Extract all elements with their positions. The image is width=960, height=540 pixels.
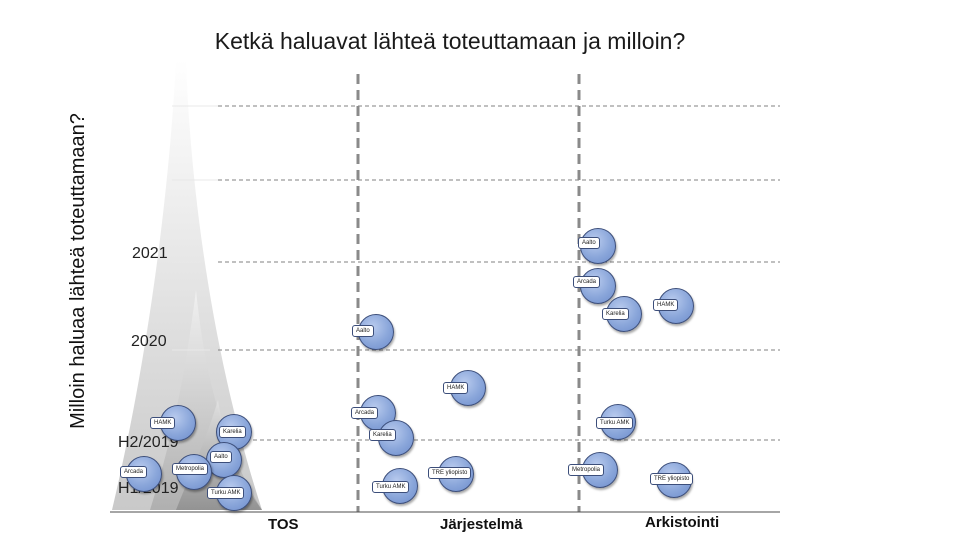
label-hamk-1: HAMK [653, 299, 679, 311]
column-label-jarjestelma: Järjestelmä [440, 516, 523, 533]
column-label-arkistointi: Arkistointi [645, 514, 720, 531]
label-metropolia-2: Metropolia [568, 464, 605, 476]
column-label-tos: TOS [268, 516, 299, 533]
label-tre-2: TRE yliopisto [650, 473, 694, 485]
label-karelia-1: Karelia [602, 308, 629, 320]
label-aalto-1: Aalto [578, 237, 600, 249]
node-karelia-2 [378, 420, 414, 456]
label-turkuamk-2: Turku AMK [207, 487, 245, 499]
label-turkuamk-1: Turku AMK [596, 417, 634, 429]
label-arcada-2: Arcada [351, 407, 379, 419]
time-label-h2-2019: H2/2019 [118, 434, 179, 451]
label-arcada-1: Arcada [573, 276, 601, 288]
label-arcada-3: Arcada [120, 466, 148, 478]
label-tre-1: TRE yliopisto [428, 467, 472, 479]
timeline-funnel-mid [150, 290, 262, 510]
row-guides [218, 105, 780, 441]
time-label-2020: 2020 [131, 333, 167, 350]
node-aalto-2 [358, 314, 394, 350]
column-separators [356, 74, 581, 512]
label-hamk-3: HAMK [150, 417, 176, 429]
timeline-funnel [112, 60, 262, 510]
label-hamk-2: HAMK [443, 382, 469, 394]
label-karelia-2: Karelia [369, 429, 396, 441]
slide-title: Ketkä haluavat lähteä toteuttamaan ja mi… [214, 28, 686, 54]
label-aalto-2: Aalto [352, 325, 374, 337]
label-metropolia-1: Metropolia [172, 463, 209, 475]
label-aalto-3: Aalto [210, 451, 232, 463]
time-label-2021: 2021 [132, 245, 168, 262]
label-karelia-3: Karelia [219, 426, 246, 438]
funnel-ticks [172, 105, 218, 351]
label-turkuamk-3: Turku AMK [372, 481, 410, 493]
